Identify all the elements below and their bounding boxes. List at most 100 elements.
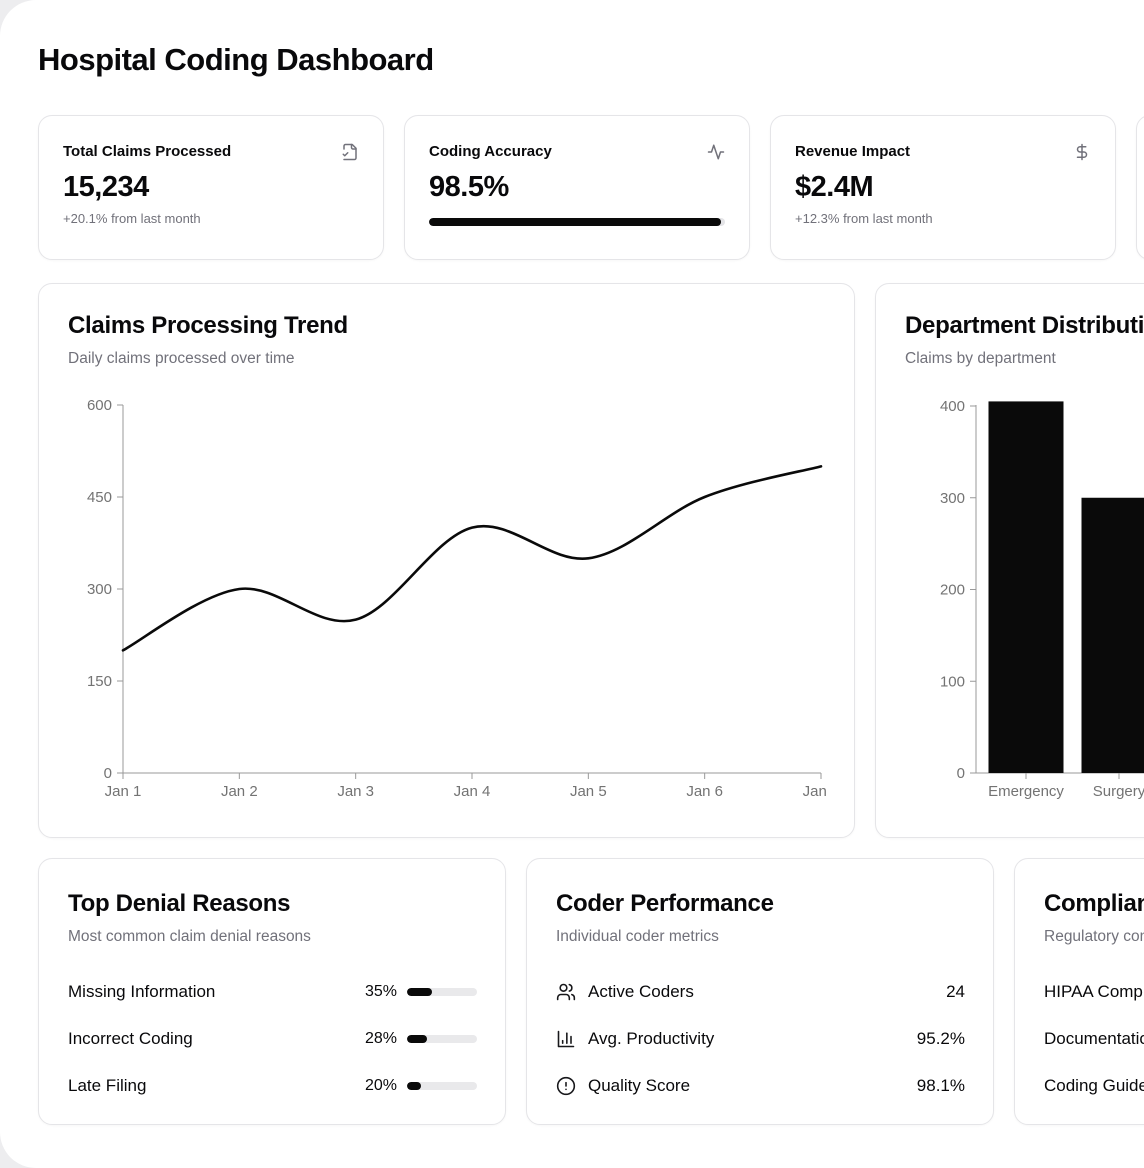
metric-value: 98.1%: [916, 1076, 965, 1095]
list-item: Quality Score 98.1%: [556, 1073, 965, 1099]
coder-performance-card: Coder Performance Individual coder metri…: [526, 858, 994, 1125]
denial-reason-value: 20%: [365, 1077, 477, 1095]
department-bar-chart: 0 100 200 300 400 Emergency Surgery: [940, 398, 1144, 800]
stat-card-header: Coding Accuracy: [429, 142, 725, 162]
compliance-label: Coding Guidelines: [1044, 1076, 1144, 1095]
stat-card-revenue-impact: Revenue Impact $2.4M +12.3% from last mo…: [770, 115, 1116, 260]
card-subtitle: Individual coder metrics: [556, 928, 719, 945]
percent-bar-fill: [407, 1082, 421, 1090]
list-item: Missing Information 35%: [68, 979, 477, 1005]
users-icon: [556, 982, 576, 1002]
axis-tick-label: 300: [940, 490, 965, 507]
axis-tick-label: 0: [957, 765, 965, 782]
percent-bar-fill: [407, 1035, 427, 1043]
axis-tick-label: 400: [940, 398, 965, 415]
metric-left: Active Coders: [556, 982, 694, 1002]
chart-title: Claims Processing Trend: [68, 312, 348, 339]
stat-subtext: +12.3% from last month: [795, 211, 933, 226]
chart-title: Department Distribution: [905, 312, 1144, 339]
axis-tick-label: 150: [87, 673, 112, 690]
stat-label: Coding Accuracy: [429, 143, 552, 160]
accuracy-progress-bar: [429, 218, 725, 226]
dollar-icon: [1073, 143, 1091, 161]
list-item: Documentation: [1044, 1026, 1144, 1052]
axis-tick-label: Jan 7: [803, 783, 828, 800]
denial-reason-value: 28%: [365, 1030, 477, 1048]
claims-trend-line-chart: 0 150 300 450 600 Jan 1 Jan 2 Jan 3 Jan 4 Jan 5 Ja…: [87, 397, 828, 800]
claims-trend-card: Claims Processing Trend Daily claims pro…: [38, 283, 855, 838]
metric-value: 24: [946, 982, 965, 1001]
stat-card-total-claims: Total Claims Processed 15,234 +20.1% fro…: [38, 115, 384, 260]
stat-card-header: Revenue Impact: [795, 142, 1091, 162]
stat-value: $2.4M: [795, 171, 874, 203]
metric-label: Avg. Productivity: [588, 1029, 715, 1048]
axis-tick-label: Emergency: [988, 783, 1064, 800]
axis-tick-label: Jan 3: [337, 783, 374, 800]
axis-tick-label: Jan 6: [686, 783, 723, 800]
denial-reason-label: Incorrect Coding: [68, 1029, 193, 1048]
list-item: Active Coders 24: [556, 979, 965, 1005]
department-distribution-card: Department Distribution Claims by depart…: [875, 283, 1144, 838]
metric-label: Quality Score: [588, 1076, 691, 1095]
compliance-label: Documentation: [1044, 1029, 1144, 1048]
bar-surgery: [1081, 497, 1144, 773]
percent-label: 35%: [364, 983, 397, 1000]
axis-tick-label: 100: [940, 673, 965, 690]
card-subtitle: Regulatory compliance: [1044, 928, 1144, 945]
stat-card-clipped: [1136, 115, 1144, 260]
percent-bar-fill: [407, 988, 432, 996]
file-check-icon: [341, 143, 359, 161]
metric-left: Quality Score: [556, 1076, 690, 1096]
charts-row: Claims Processing Trend Daily claims pro…: [38, 283, 1144, 838]
card-title: Top Denial Reasons: [68, 890, 291, 917]
bar-chart-icon: [556, 1029, 576, 1049]
axis-tick-label: 600: [87, 397, 112, 414]
bottom-row: Top Denial Reasons Most common claim den…: [38, 858, 1144, 1125]
stat-card-header: Total Claims Processed: [63, 142, 359, 162]
bar-emergency: [988, 401, 1064, 773]
list-item: Incorrect Coding 28%: [68, 1026, 477, 1052]
denial-reason-label: Late Filing: [68, 1076, 147, 1095]
denial-reasons-card: Top Denial Reasons Most common claim den…: [38, 858, 506, 1125]
axis-tick-label: 0: [104, 765, 112, 782]
metric-value: 95.2%: [916, 1029, 965, 1048]
list-item: Coding Guidelines: [1044, 1073, 1144, 1099]
axis-tick-label: Jan 2: [221, 783, 258, 800]
chart-subtitle: Daily claims processed over time: [68, 350, 295, 367]
percent-bar: [407, 1082, 477, 1090]
denial-reason-list: Missing Information 35% Incorrect Coding…: [68, 979, 477, 1099]
denial-reason-label: Missing Information: [68, 982, 216, 1001]
axis-tick-label: 200: [940, 582, 965, 599]
page-title: Hospital Coding Dashboard: [38, 42, 434, 77]
metric-label: Active Coders: [588, 982, 694, 1001]
stats-row: Total Claims Processed 15,234 +20.1% fro…: [38, 115, 1144, 260]
compliance-label: HIPAA Compliance: [1044, 982, 1144, 1001]
list-item: Avg. Productivity 95.2%: [556, 1026, 965, 1052]
metric-left: Avg. Productivity: [556, 1029, 714, 1049]
axis-tick-label: Jan 4: [454, 783, 491, 800]
stat-subtext: +20.1% from last month: [63, 211, 201, 226]
stat-value: 15,234: [63, 171, 149, 203]
percent-label: 20%: [364, 1077, 397, 1094]
compliance-list: HIPAA Compliance Documentation Coding Gu…: [1044, 979, 1144, 1099]
axis-tick-label: 450: [87, 489, 112, 506]
compliance-card: Compliance Regulatory compliance HIPAA C…: [1014, 858, 1144, 1125]
card-subtitle: Most common claim denial reasons: [68, 928, 311, 945]
coder-metric-list: Active Coders 24 Avg. Productivity 95.2%: [556, 979, 965, 1099]
accuracy-progress-fill: [429, 218, 721, 226]
stat-label: Total Claims Processed: [63, 143, 232, 160]
list-item: HIPAA Compliance: [1044, 979, 1144, 1005]
chart-axes: [122, 405, 821, 774]
percent-label: 28%: [364, 1030, 397, 1047]
percent-bar: [407, 988, 477, 996]
alert-circle-icon: [556, 1076, 576, 1096]
claims-trend-line: [121, 465, 823, 652]
axis-tick-label: Surgery: [1093, 783, 1144, 800]
card-title: Compliance: [1044, 890, 1144, 917]
axis-tick-label: Jan 1: [105, 783, 142, 800]
stat-card-coding-accuracy: Coding Accuracy 98.5%: [404, 115, 750, 260]
denial-reason-value: 35%: [365, 983, 477, 1001]
stat-label: Revenue Impact: [795, 143, 911, 160]
list-item: Late Filing 20%: [68, 1073, 477, 1099]
